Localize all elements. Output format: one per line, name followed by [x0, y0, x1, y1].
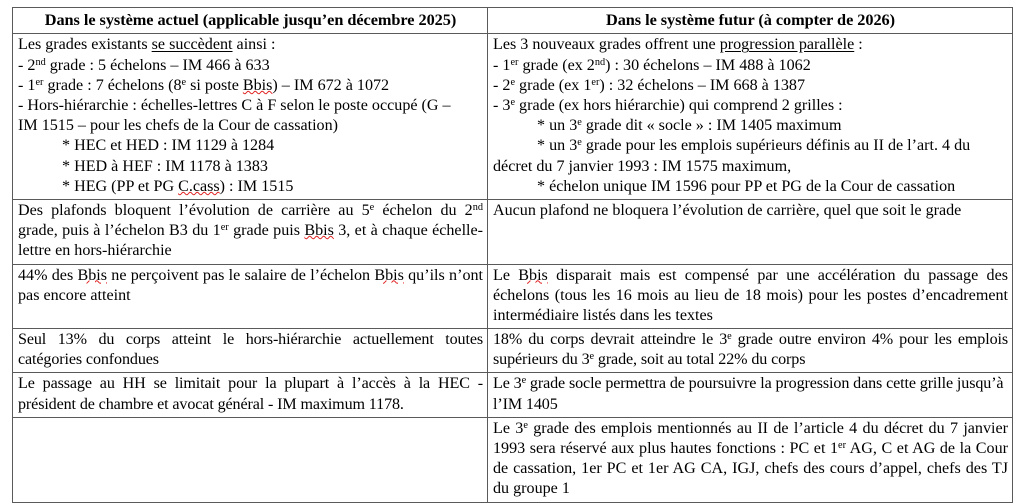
text-line: - 1er grade (ex 2nd) : 30 échelons – IM …	[493, 56, 811, 74]
text-line: décret du 7 janvier 1993 : IM 1575 maxim…	[493, 157, 792, 175]
cell-emplois-superieurs-current	[12, 416, 488, 503]
cell-proportions-current: Seul 13% du corps atteint le hors-hiérar…	[12, 328, 488, 374]
document-page: Dans le système actuel (applicable jusqu…	[12, 6, 1013, 503]
text-line: - 2nd grade : 5 échelons – IM 466 à 633	[18, 56, 270, 74]
comparison-table: Dans le système actuel (applicable jusqu…	[12, 6, 1013, 503]
text-line: - 3e grade (ex hors hiérarchie) qui comp…	[493, 97, 843, 114]
text-line: - 1er grade : 7 échelons (8e si poste Bb…	[18, 76, 390, 94]
text-line: * échelon unique IM 1596 pour PP et PG d…	[537, 177, 956, 195]
cell-grades-structure-current: Les grades existants se succèdent ainsi …	[12, 33, 488, 200]
cell-bbis-future: Le Bbis disparait mais est compensé par …	[487, 263, 1013, 330]
cell-emplois-superieurs-future: Le 3e grade des emplois mentionnés au II…	[487, 416, 1013, 503]
cell-proportions-future: 18% du corps devrait atteindre le 3e gra…	[487, 328, 1013, 374]
cell-plafonds-future: Aucun plafond ne bloquera l’évolution de…	[487, 198, 1013, 265]
cell-passage-hh-future: Le 3e grade socle permettra de poursuivr…	[487, 372, 1013, 418]
text-line: Les 3 nouveaux grades offrent une progre…	[493, 36, 863, 54]
cell-grades-structure-future: Les 3 nouveaux grades offrent une progre…	[487, 33, 1013, 200]
text-line: Les grades existants se succèdent ainsi …	[18, 36, 276, 54]
text-line: * HED à HEF : IM 1178 à 1383	[62, 157, 268, 175]
text-line: * HEC et HED : IM 1129 à 1284	[62, 137, 275, 155]
column-header-future-system: Dans le système futur (à compter de 2026…	[487, 6, 1013, 35]
text-line: - 2e grade (ex 1er) : 32 échelons – IM 6…	[493, 76, 806, 94]
table-row: Le 3e grade des emplois mentionnés au II…	[12, 416, 1013, 503]
table-row: Des plafonds bloquent l’évolution de car…	[12, 198, 1013, 265]
cell-bbis-current: 44% des Bbis ne perçoivent pas le salair…	[12, 263, 488, 330]
text-line: * un 3e grade pour les emplois supérieur…	[537, 137, 971, 155]
text-line: IM 1515 – pour les chefs de la Cour de c…	[18, 117, 339, 135]
text-line: - Hors-hiérarchie : échelles-lettres C à…	[18, 97, 451, 114]
table-row: Seul 13% du corps atteint le hors-hiérar…	[12, 328, 1013, 374]
text-line: * HEG (PP et PG C.cass) : IM 1515	[62, 177, 294, 195]
table-row: Les grades existants se succèdent ainsi …	[12, 33, 1013, 200]
column-header-future-system-label: Dans le système futur (à compter de 2026…	[605, 10, 895, 29]
table-row: Le passage au HH se limitait pour la plu…	[12, 372, 1013, 418]
column-header-current-system: Dans le système actuel (applicable jusqu…	[12, 6, 488, 35]
cell-passage-hh-current: Le passage au HH se limitait pour la plu…	[12, 372, 488, 418]
table-header-row: Dans le système actuel (applicable jusqu…	[12, 6, 1013, 35]
text-line: * un 3e grade dit « socle » : IM 1405 ma…	[537, 117, 842, 135]
cell-plafonds-current: Des plafonds bloquent l’évolution de car…	[12, 198, 488, 265]
column-header-current-system-label: Dans le système actuel (applicable jusqu…	[44, 10, 457, 29]
table-row: 44% des Bbis ne perçoivent pas le salair…	[12, 263, 1013, 330]
